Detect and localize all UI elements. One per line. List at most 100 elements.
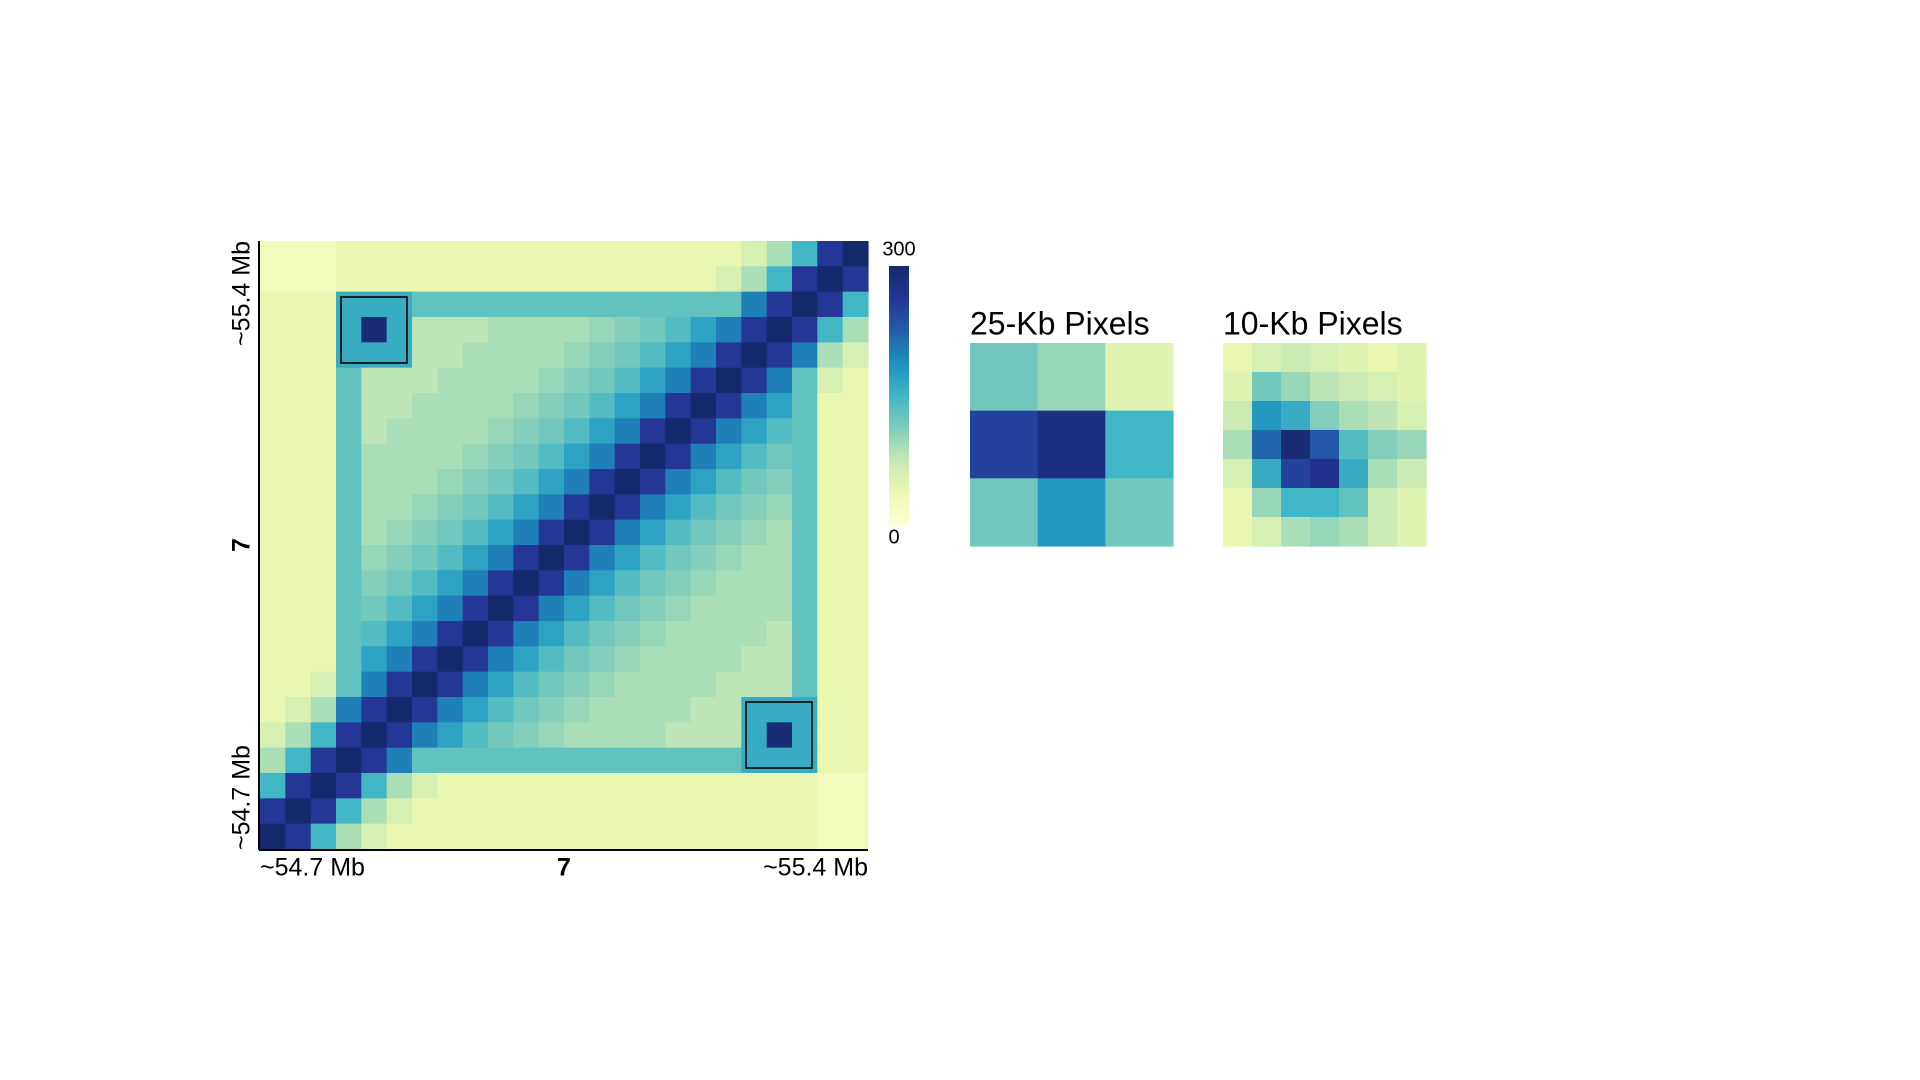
heatmap-cell [285, 545, 312, 571]
heatmap-cell [361, 671, 388, 698]
heatmap-cell [386, 773, 413, 799]
heatmap-cell [1339, 517, 1369, 547]
heatmap-cell [564, 595, 590, 622]
heatmap-cell [792, 342, 818, 369]
heatmap-cell [386, 595, 413, 622]
heatmap-cell [792, 773, 818, 799]
heatmap-cell [336, 418, 362, 445]
heatmap-cell [614, 443, 641, 470]
heatmap-cell [488, 317, 514, 343]
heatmap-cell [336, 469, 362, 495]
heatmap-cell [310, 646, 337, 673]
heatmap-cell [285, 291, 312, 318]
heatmap-cell [589, 545, 616, 571]
heatmap-cell [792, 494, 818, 521]
heatmap-cell [564, 798, 590, 825]
heatmap-cell [538, 266, 565, 293]
heatmap-cell [690, 823, 717, 850]
heatmap-cell [970, 478, 1039, 547]
heatmap-cell [310, 671, 337, 698]
heatmap-cell [589, 418, 616, 445]
heatmap-cell [462, 418, 489, 445]
heatmap-cell [665, 697, 692, 723]
heatmap-cell [614, 646, 641, 673]
heatmap-cell [538, 773, 565, 799]
heatmap-cell [564, 823, 590, 850]
heatmap-cell [665, 393, 692, 419]
heatmap-cell [437, 241, 464, 267]
heatmap-cell [589, 798, 616, 825]
heatmap-cell [640, 241, 666, 267]
heatmap-cell [741, 595, 768, 622]
heatmap-cell [488, 469, 514, 495]
heatmap-cell [1252, 459, 1282, 489]
heatmap-cell [842, 519, 869, 546]
heatmap-cell [716, 519, 742, 546]
heatmap-cell [437, 393, 464, 419]
heatmap-cell [564, 393, 590, 419]
heatmap-cell [1223, 343, 1253, 373]
heatmap-cell [437, 823, 464, 850]
heatmap-cell [817, 393, 844, 419]
heatmap-cell [741, 317, 768, 343]
heatmap-cell [614, 367, 641, 394]
heatmap-cell [690, 291, 717, 318]
heatmap-cell [842, 494, 869, 521]
heatmap-cell [386, 570, 413, 597]
heatmap-cell [412, 317, 438, 343]
heatmap-cell [817, 773, 844, 799]
heatmap-cell [614, 519, 641, 546]
heatmap-cell [538, 367, 565, 394]
heatmap-cell [564, 545, 590, 571]
heatmap-cell [1223, 430, 1253, 460]
heatmap-cell [665, 671, 692, 698]
heatmap-cell [285, 266, 312, 293]
heatmap-cell [1281, 343, 1311, 373]
heatmap-cell [817, 545, 844, 571]
heatmap-cell [462, 545, 489, 571]
heatmap-cell [589, 570, 616, 597]
heatmap-cell [817, 241, 844, 267]
heatmap-cell [792, 291, 818, 318]
heatmap-cell [285, 418, 312, 445]
panel-title: 10-Kb Pixels [1223, 305, 1403, 341]
heatmap-cell [690, 443, 717, 470]
heatmap-cell [766, 367, 793, 394]
heatmap-cell [538, 621, 565, 647]
heatmap-cell [842, 798, 869, 825]
heatmap-cell [462, 494, 489, 521]
heatmap-cell [437, 621, 464, 647]
heatmap-cell [412, 773, 438, 799]
heatmap-cell [488, 545, 514, 571]
heatmap-cell [766, 469, 793, 495]
heatmap-cell [386, 494, 413, 521]
heatmap-cell [589, 317, 616, 343]
heatmap-cell [412, 494, 438, 521]
heatmap-cell [285, 393, 312, 419]
heatmap-cell [640, 722, 666, 749]
heatmap-cell [665, 646, 692, 673]
heatmap-cell [361, 646, 388, 673]
heatmap-cell [842, 697, 869, 723]
heatmap-cell [488, 241, 514, 267]
heatmap-cell [741, 393, 768, 419]
heatmap-cell [817, 798, 844, 825]
heatmap-cell [513, 595, 540, 622]
heatmap-cell [741, 570, 768, 597]
heatmap-cell [690, 671, 717, 698]
heatmap-cell [1339, 372, 1369, 402]
heatmap-cell [260, 266, 286, 293]
heatmap-cell [564, 646, 590, 673]
heatmap-cell [640, 342, 666, 369]
heatmap-cell [260, 443, 286, 470]
heatmap-cell [437, 646, 464, 673]
heatmap-cell [361, 773, 388, 799]
y-end-label: ~55.4 Mb [228, 241, 256, 346]
heatmap-cell [260, 342, 286, 369]
heatmap-cell [488, 393, 514, 419]
heatmap-cell [1368, 459, 1398, 489]
heatmap-cell [336, 367, 362, 394]
heatmap-cell [741, 469, 768, 495]
heatmap-cell [640, 697, 666, 723]
heatmap-cell [665, 747, 692, 774]
